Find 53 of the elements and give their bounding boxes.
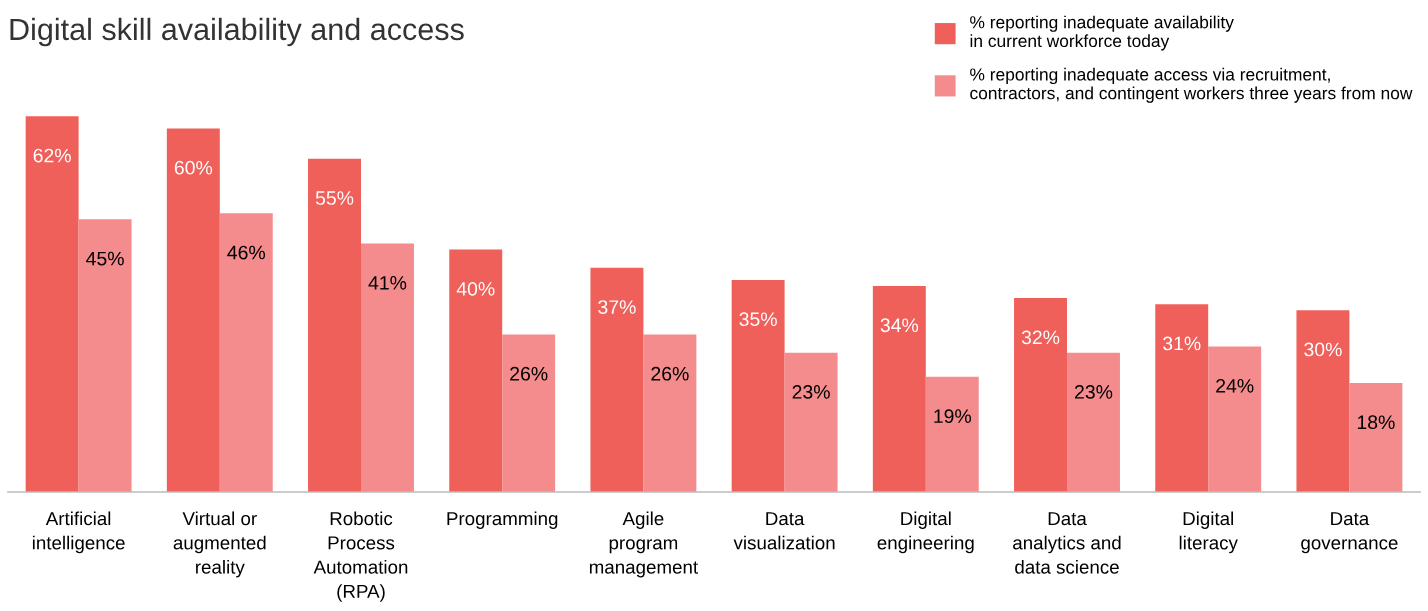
x-tick-label: Robotic Process Automation (RPA)	[313, 511, 408, 602]
bar	[308, 158, 361, 492]
x-tick-label: Artificial intelligence	[32, 511, 125, 554]
bar	[731, 279, 785, 492]
data-label: 32%	[1021, 330, 1060, 345]
bar	[1155, 304, 1209, 492]
bar	[590, 267, 644, 492]
x-tick-label: Agile program management	[589, 511, 698, 578]
data-label: 24%	[1216, 378, 1254, 393]
bar	[361, 243, 414, 492]
data-label: 62%	[33, 148, 71, 163]
bar	[1296, 310, 1350, 492]
data-label: 45%	[86, 251, 124, 266]
bar	[925, 376, 979, 492]
data-label: 55%	[315, 191, 354, 205]
bar	[1067, 352, 1120, 492]
legend-label: % reporting inadequate availability in current workforce today	[970, 15, 1234, 51]
data-label: 23%	[1075, 385, 1113, 399]
bar	[1208, 346, 1262, 492]
data-label: 26%	[510, 366, 548, 381]
bar	[643, 334, 697, 492]
bar	[25, 116, 79, 492]
data-label: 19%	[934, 409, 972, 424]
bar	[784, 352, 838, 492]
bar	[449, 249, 503, 492]
bar	[219, 213, 273, 492]
x-tick-label: Programming	[447, 511, 558, 529]
x-tick-label: Virtual or augmented reality	[173, 511, 266, 578]
data-label: 60%	[174, 160, 213, 175]
bar	[166, 128, 220, 492]
data-label: 34%	[880, 318, 919, 333]
data-label: 40%	[456, 282, 495, 296]
x-tick-label: Data visualization	[733, 512, 835, 550]
data-label: 46%	[227, 245, 266, 260]
data-label: 37%	[598, 300, 636, 314]
x-tick-label: Digital engineering	[877, 511, 974, 554]
data-label: 31%	[1163, 336, 1201, 351]
bar	[1014, 298, 1067, 492]
bar	[78, 219, 132, 492]
x-tick-label: Data analytics and data science	[1013, 512, 1121, 574]
bar	[872, 285, 926, 492]
data-label: 26%	[651, 366, 689, 381]
chart-title: Digital skill availability and access	[10, 17, 464, 47]
data-label: 35%	[739, 312, 777, 327]
x-tick-label: Digital literacy	[1179, 511, 1238, 554]
x-tick-label: Data governance	[1301, 512, 1398, 554]
data-label: 23%	[792, 385, 830, 399]
data-label: 30%	[1304, 342, 1342, 357]
legend-label: % reporting inadequate access via recruitment, contractors, and contingent workers three years from now	[970, 67, 1413, 103]
data-label: 41%	[368, 276, 407, 290]
data-label: 18%	[1357, 415, 1395, 430]
bar	[502, 334, 556, 492]
bar	[1349, 382, 1403, 492]
